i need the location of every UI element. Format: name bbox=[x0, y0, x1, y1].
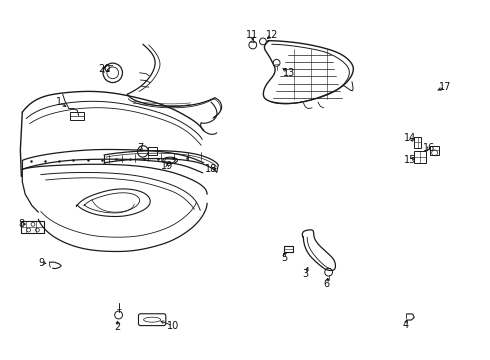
Text: 13: 13 bbox=[283, 68, 295, 78]
Text: 1: 1 bbox=[56, 97, 62, 107]
Text: 9: 9 bbox=[39, 258, 45, 268]
Text: 7: 7 bbox=[137, 143, 144, 153]
Text: 18: 18 bbox=[205, 164, 217, 174]
Text: 14: 14 bbox=[404, 133, 416, 143]
Bar bbox=[414, 137, 421, 148]
Text: 19: 19 bbox=[161, 161, 173, 171]
Text: 17: 17 bbox=[439, 82, 451, 92]
Text: 10: 10 bbox=[167, 321, 179, 331]
Bar bbox=[284, 246, 293, 252]
Bar bbox=[414, 152, 426, 163]
Text: 4: 4 bbox=[402, 320, 409, 330]
Text: 16: 16 bbox=[423, 143, 435, 153]
Bar bbox=[148, 147, 156, 155]
Text: 5: 5 bbox=[281, 252, 287, 262]
Bar bbox=[22, 221, 44, 233]
Text: 6: 6 bbox=[323, 279, 330, 289]
Text: 3: 3 bbox=[302, 269, 308, 279]
Text: 20: 20 bbox=[98, 64, 110, 74]
Text: 2: 2 bbox=[115, 322, 121, 332]
Text: 15: 15 bbox=[404, 156, 416, 165]
Text: 12: 12 bbox=[266, 30, 278, 40]
Text: 11: 11 bbox=[246, 30, 258, 40]
Text: 8: 8 bbox=[18, 219, 24, 229]
Bar bbox=[430, 146, 440, 155]
